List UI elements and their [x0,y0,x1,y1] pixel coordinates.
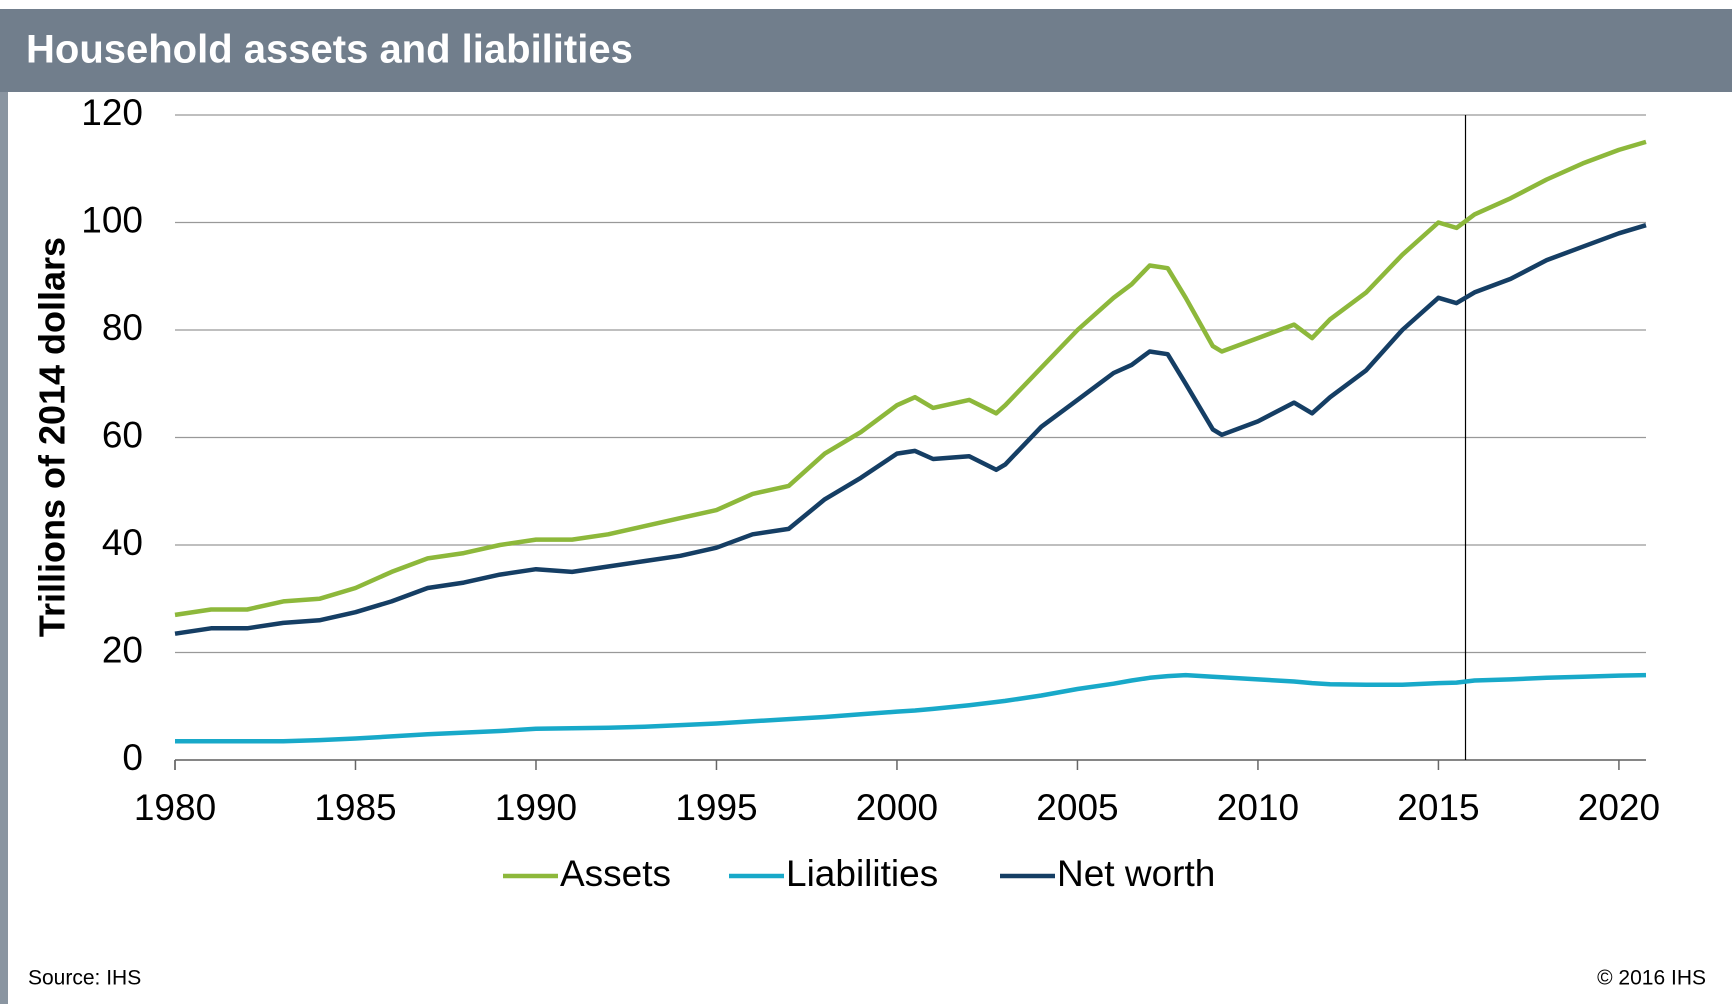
y-axis-label: Trillions of 2014 dollars [32,237,73,637]
header-bar [0,9,1732,92]
legend-label: Assets [560,853,671,894]
y-tick-label: 80 [102,307,143,348]
legend-label: Liabilities [786,853,938,894]
x-tick-label: 2015 [1397,787,1479,828]
y-tick-label: 20 [102,629,143,670]
left-border [0,92,8,1004]
y-tick-label: 0 [122,737,143,778]
x-tick-label: 2010 [1217,787,1299,828]
y-tick-label: 100 [81,199,143,240]
source-note: Source: IHS [28,967,141,990]
x-tick-label: 1985 [314,787,396,828]
legend-label: Net worth [1057,853,1215,894]
x-tick-label: 2020 [1578,787,1660,828]
chart-title: Household assets and liabilities [26,28,633,72]
x-tick-label: 2005 [1036,787,1118,828]
y-tick-label: 40 [102,522,143,563]
copyright-note: © 2016 IHS [1597,967,1706,990]
x-tick-label: 1995 [675,787,757,828]
series-line [175,672,1647,744]
series-line [174,223,1647,636]
x-tick-label: 1980 [134,787,216,828]
x-tick-label: 2000 [856,787,938,828]
series-line [174,139,1647,618]
y-tick-label: 120 [81,92,143,133]
y-tick-label: 60 [102,414,143,455]
x-tick-label: 1990 [495,787,577,828]
